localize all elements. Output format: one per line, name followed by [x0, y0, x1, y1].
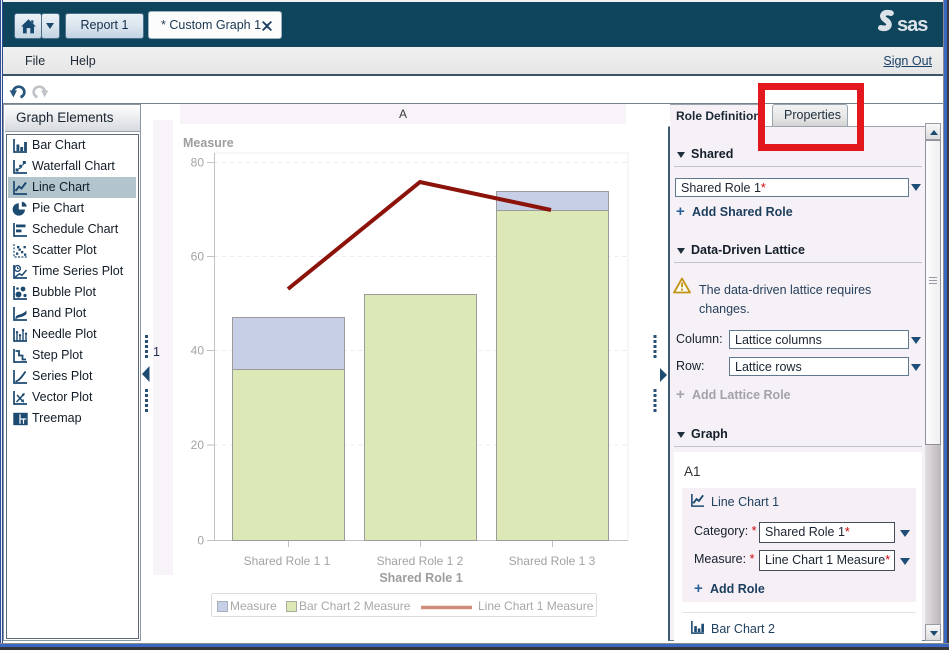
svg-text:Shared Role 1: Shared Role 1: [379, 571, 462, 585]
svg-text:Shared Role 1 1: Shared Role 1 1: [244, 554, 331, 568]
svg-text:20: 20: [191, 438, 205, 452]
svg-text:sas: sas: [897, 14, 928, 36]
svg-text:80: 80: [191, 156, 205, 170]
svg-text:Shared Role 1 2: Shared Role 1 2: [377, 554, 464, 568]
svg-text:Line Chart 1 Measure: Line Chart 1 Measure: [478, 599, 594, 613]
svg-text:Shared Role 1 3: Shared Role 1 3: [509, 554, 596, 568]
svg-text:0: 0: [197, 534, 204, 548]
svg-text:Measure: Measure: [230, 599, 277, 613]
svg-text:Measure: Measure: [183, 136, 234, 150]
svg-text:Bar Chart 2 Measure: Bar Chart 2 Measure: [299, 599, 411, 613]
svg-text:40: 40: [191, 344, 205, 358]
svg-text:60: 60: [191, 250, 205, 264]
